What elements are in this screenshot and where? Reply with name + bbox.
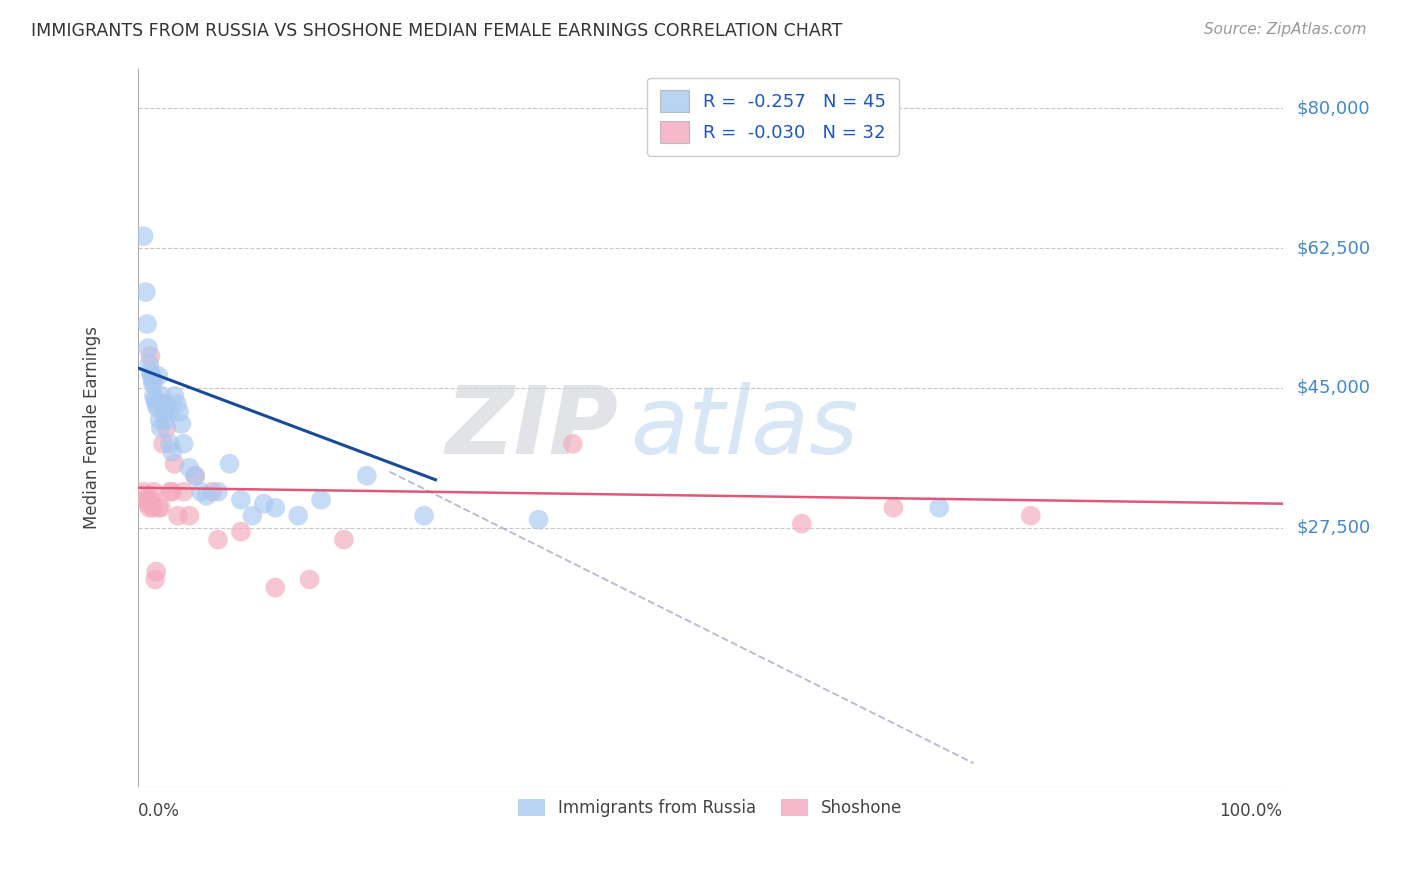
Text: 0.0%: 0.0% [138, 802, 180, 820]
Point [142, 376, 165, 391]
Point [149, 421, 172, 435]
Point [159, 437, 181, 451]
Point [253, 497, 276, 511]
Text: IMMIGRANTS FROM RUSSIA VS SHOSHONE MEDIAN FEMALE EARNINGS CORRELATION CHART: IMMIGRANTS FROM RUSSIA VS SHOSHONE MEDIA… [31, 22, 842, 40]
Point [179, 460, 201, 475]
Point [153, 405, 176, 419]
Legend: Immigrants from Russia, Shoshone: Immigrants from Russia, Shoshone [510, 790, 911, 826]
Point [132, 484, 155, 499]
Text: 100.0%: 100.0% [1219, 802, 1282, 820]
Text: $27,500: $27,500 [1296, 518, 1371, 537]
Point [136, 492, 159, 507]
Point [152, 397, 174, 411]
Point [173, 437, 195, 451]
Point [173, 484, 195, 499]
Point [201, 484, 224, 499]
Point [141, 368, 163, 383]
Point [136, 317, 159, 331]
Point [145, 565, 167, 579]
Point [152, 437, 174, 451]
Point [139, 349, 162, 363]
Point [160, 445, 183, 459]
Point [298, 573, 321, 587]
Text: Median Female Earnings: Median Female Earnings [83, 326, 101, 529]
Point [143, 573, 166, 587]
Point [229, 492, 252, 507]
Point [264, 500, 287, 515]
Text: Source: ZipAtlas.com: Source: ZipAtlas.com [1204, 22, 1367, 37]
Point [240, 508, 263, 523]
Point [148, 500, 170, 515]
Point [138, 500, 160, 515]
Point [155, 421, 177, 435]
Point [142, 373, 165, 387]
Point [207, 484, 229, 499]
Point [229, 524, 252, 539]
Point [218, 457, 240, 471]
Text: ZIP: ZIP [446, 382, 619, 474]
Point [159, 484, 181, 499]
Point [160, 484, 183, 499]
Point [142, 484, 165, 499]
Point [141, 492, 163, 507]
Point [309, 492, 332, 507]
Point [167, 508, 190, 523]
Point [136, 341, 159, 355]
Point [145, 397, 167, 411]
Point [928, 500, 950, 515]
Point [184, 468, 207, 483]
Point [142, 389, 165, 403]
Point [157, 405, 180, 419]
Point [167, 405, 190, 419]
Point [790, 516, 813, 531]
Text: $45,000: $45,000 [1296, 379, 1371, 397]
Point [132, 229, 155, 244]
Point [561, 437, 583, 451]
Point [163, 457, 186, 471]
Point [155, 413, 177, 427]
Point [149, 413, 172, 427]
Point [287, 508, 309, 523]
Point [148, 368, 170, 383]
Text: $62,500: $62,500 [1296, 239, 1371, 257]
Text: atlas: atlas [630, 383, 858, 474]
Point [179, 508, 201, 523]
Text: $80,000: $80,000 [1296, 99, 1369, 118]
Point [135, 285, 157, 299]
Point [143, 392, 166, 407]
Point [163, 389, 186, 403]
Point [136, 497, 159, 511]
Point [149, 500, 172, 515]
Point [150, 389, 173, 403]
Point [527, 513, 550, 527]
Point [138, 357, 160, 371]
Point [413, 508, 436, 523]
Point [135, 492, 157, 507]
Point [166, 397, 188, 411]
Point [882, 500, 904, 515]
Point [170, 417, 193, 431]
Point [195, 489, 218, 503]
Point [139, 365, 162, 379]
Point [142, 500, 165, 515]
Point [207, 533, 229, 547]
Point [146, 401, 169, 415]
Point [184, 468, 207, 483]
Point [155, 397, 177, 411]
Point [333, 533, 356, 547]
Point [190, 484, 212, 499]
Point [1019, 508, 1042, 523]
Point [264, 581, 287, 595]
Point [356, 468, 378, 483]
